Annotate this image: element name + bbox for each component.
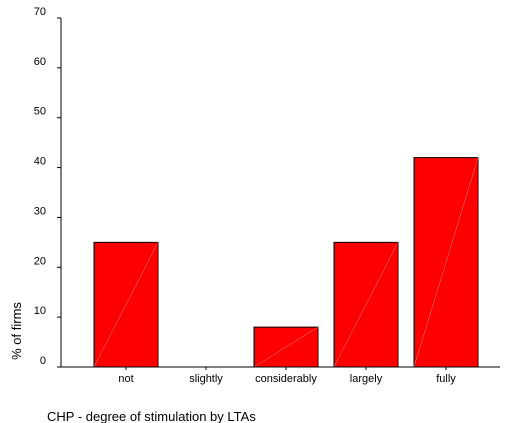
x-tick-label: largely — [350, 373, 383, 385]
x-axis-label: CHP - degree of stimulation by LTAs — [47, 409, 256, 423]
x-tick-label: not — [118, 373, 133, 385]
bar-diagonal-not — [93, 242, 159, 368]
bars-group — [93, 157, 479, 368]
x-tick-label: considerably — [255, 373, 317, 385]
y-axis-label: % of firms — [9, 302, 24, 360]
y-ticks-group: 0 10 20 30 40 50 60 70 — [34, 6, 61, 368]
x-tick-label: slightly — [189, 373, 223, 385]
y-tick-label: 60 — [34, 56, 46, 68]
bar-diagonal-considerably — [253, 326, 319, 368]
bar-diagonal-fully — [413, 157, 479, 368]
y-tick-label: 40 — [34, 156, 46, 168]
y-tick-label: 20 — [34, 255, 46, 267]
y-tick-label: 0 — [40, 355, 46, 367]
y-tick-label: 30 — [34, 205, 46, 217]
y-tick-label: 10 — [34, 305, 46, 317]
x-ticks-group: not slightly considerably largely fully — [118, 367, 456, 385]
y-tick-label: 70 — [34, 6, 46, 18]
x-tick-label: fully — [436, 373, 456, 385]
y-tick-label: 50 — [34, 106, 46, 118]
bar-diagonal-largely — [333, 242, 399, 368]
